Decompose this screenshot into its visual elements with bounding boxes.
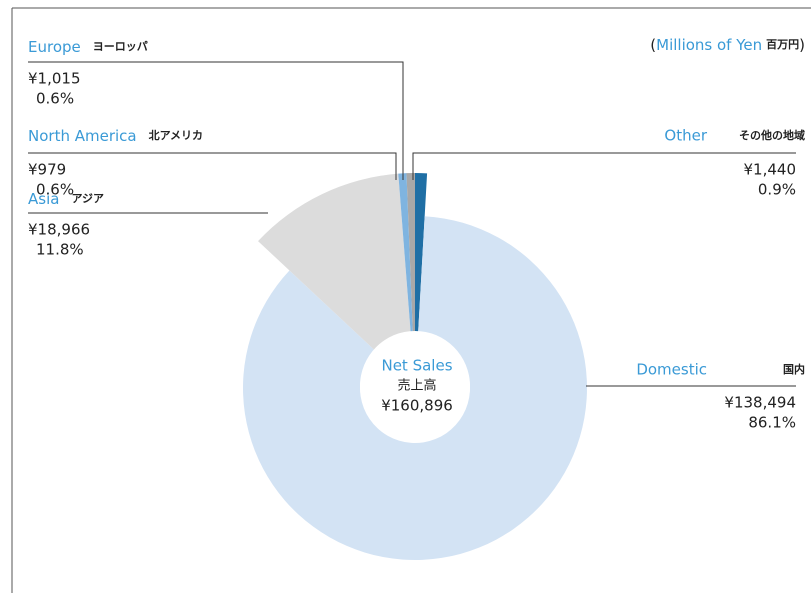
- center-total: ¥160,896: [381, 397, 453, 415]
- unit-note: (Millions of Yen 百万円): [650, 36, 805, 54]
- region-label-ja: 国内: [783, 362, 805, 376]
- value-label: ¥979: [28, 161, 66, 179]
- center-title: Net Sales: [381, 357, 452, 375]
- value-label: ¥1,440: [744, 161, 797, 179]
- value-label: ¥18,966: [28, 221, 90, 239]
- donut-slice: [415, 173, 428, 334]
- value-label: ¥1,015: [28, 70, 81, 88]
- region-label: Europe ヨーロッパ: [28, 38, 148, 56]
- region-label-ja: その他の地域: [739, 128, 805, 142]
- value-label: ¥138,494: [724, 394, 796, 412]
- percent-label: 86.1%: [748, 414, 796, 432]
- region-label: Other: [664, 127, 707, 145]
- percent-label: 11.8%: [36, 241, 84, 259]
- leader-line: [28, 152, 397, 180]
- donut-slice: [258, 173, 411, 351]
- percent-label: 0.6%: [36, 90, 74, 108]
- donut-hole: [360, 331, 470, 441]
- region-label: Asia アジア: [28, 190, 104, 208]
- leader-line: [412, 152, 796, 180]
- donut-slice: [406, 173, 415, 334]
- donut-slice: [398, 173, 413, 334]
- center-title-ja: 売上高: [397, 378, 436, 394]
- leader-line: [28, 61, 404, 180]
- donut-slice: [243, 216, 588, 560]
- region-label: Domestic: [636, 361, 707, 379]
- region-label: North America 北アメリカ: [28, 127, 203, 145]
- percent-label: 0.9%: [758, 181, 796, 199]
- percent-label: 0.6%: [36, 181, 74, 199]
